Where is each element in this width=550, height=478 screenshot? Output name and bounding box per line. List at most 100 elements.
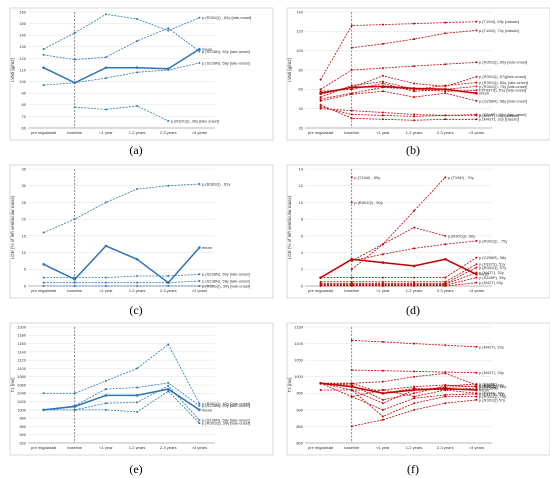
data-point: [319, 382, 322, 385]
data-point: [475, 276, 478, 279]
x-tick-label: 1-2 years: [129, 288, 146, 293]
data-point: [381, 276, 384, 279]
series-label: p.(R301Q) 57y: [479, 397, 505, 402]
data-point: [475, 281, 478, 284]
y-tick-label: 150: [19, 21, 26, 26]
data-point: [136, 40, 139, 42]
data-point: [381, 415, 384, 418]
data-point: [136, 410, 139, 413]
data-point: [413, 276, 416, 279]
data-point: [381, 243, 384, 246]
panel-frame: [286, 164, 550, 299]
series-label: p.(S238N), 58y [late-onset]: [202, 60, 250, 65]
x-tick-label: pre migalastat: [308, 130, 334, 135]
data-point: [444, 90, 447, 93]
x-tick-label: <1 year: [99, 288, 113, 293]
y-tick-label: 30: [22, 183, 27, 188]
series-line: [43, 48, 200, 84]
data-point: [475, 392, 478, 395]
x-tick-label: 2-3 years: [437, 130, 454, 135]
series: p.(M42T) 33y: [319, 280, 503, 287]
series-label: p.(M42T), 33y [classic]: [479, 113, 519, 118]
x-tick-label: baseline: [344, 288, 360, 293]
y-axis-label: LGE (% of left ventricular mass): [287, 195, 292, 259]
data-point: [413, 392, 416, 395]
series-label: p.(T194I) , 69y: [354, 175, 380, 180]
data-point: [444, 395, 447, 398]
data-point: [42, 262, 45, 266]
series-line: [43, 27, 200, 61]
series: p.(S238N), 60y [late-onset]: [42, 27, 250, 61]
panel-a: 60 70 80 90 100 110 120 130 140 150 160 pre migalas…: [9, 7, 274, 141]
data-point: [136, 188, 139, 191]
data-point: [413, 96, 416, 99]
y-tick-label: 800: [296, 440, 303, 445]
y-tick-label: 140: [19, 33, 26, 38]
series: mean: [319, 382, 489, 395]
y-tick-label: 100: [19, 79, 26, 84]
series-line: [320, 382, 477, 394]
data-point: [350, 117, 353, 120]
data-point: [381, 261, 385, 264]
data-point: [135, 394, 139, 397]
series-label: p.(R301Q), 39y [late-onset]: [171, 118, 219, 123]
series-label: p.(M42T), 32y: [479, 270, 504, 275]
data-point: [136, 274, 139, 277]
y-tick-label: 70: [22, 114, 27, 119]
data-point: [167, 381, 170, 384]
data-point: [198, 422, 201, 425]
y-tick-label: 0: [24, 283, 27, 288]
data-point: [167, 274, 170, 277]
y-axis-label: T1 [ms]: [287, 377, 292, 392]
y-tick-label: 25: [22, 200, 27, 205]
data-point: [319, 98, 322, 100]
data-point: [475, 89, 478, 92]
data-point: [136, 17, 139, 20]
y-tick-label: 1120: [17, 358, 26, 363]
data-point: [198, 408, 201, 412]
data-point: [475, 388, 478, 392]
series-label: p.(S345P): [479, 381, 498, 386]
data-point: [413, 115, 416, 118]
data-point: [412, 87, 416, 90]
data-point: [381, 118, 384, 121]
data-point: [198, 419, 201, 422]
data-point: [73, 392, 76, 395]
series-label: p.(F337S), 51y: [479, 391, 505, 396]
series-line: [43, 385, 200, 421]
data-point: [413, 119, 416, 122]
data-point: [73, 218, 76, 221]
y-tick-label: 950: [296, 391, 303, 396]
x-tick-label: 1-2 years: [129, 445, 146, 450]
data-point: [413, 82, 416, 85]
data-point: [381, 380, 384, 383]
series-line: [320, 382, 477, 395]
data-point: [319, 280, 322, 283]
series-label: p.(R301Q), 60y: [479, 384, 506, 389]
caption-d: (d): [406, 303, 420, 317]
panel-frame: [286, 7, 550, 141]
data-point: [104, 201, 107, 204]
series-label: p.(R301Q), 62y [late-onset]: [202, 401, 250, 406]
series-label: mean: [479, 272, 489, 277]
data-point: [198, 246, 201, 249]
data-point: [350, 268, 353, 271]
data-point: [381, 388, 384, 391]
data-point: [350, 276, 353, 279]
data-point: [475, 271, 478, 274]
data-point: [413, 90, 416, 93]
data-point: [475, 266, 478, 269]
data-point: [167, 285, 170, 287]
data-point: [136, 104, 139, 107]
data-point: [104, 394, 108, 397]
data-point: [350, 69, 353, 71]
data-point: [198, 285, 201, 287]
y-tick-label: 40: [299, 106, 304, 111]
data-point: [475, 81, 478, 84]
series-label: p.(T194I), 70y [classic]: [479, 28, 519, 33]
series-line: [43, 382, 200, 411]
data-point: [135, 257, 139, 261]
data-point: [413, 375, 416, 378]
series-label: p.(R301Q), 79y: [479, 394, 506, 399]
